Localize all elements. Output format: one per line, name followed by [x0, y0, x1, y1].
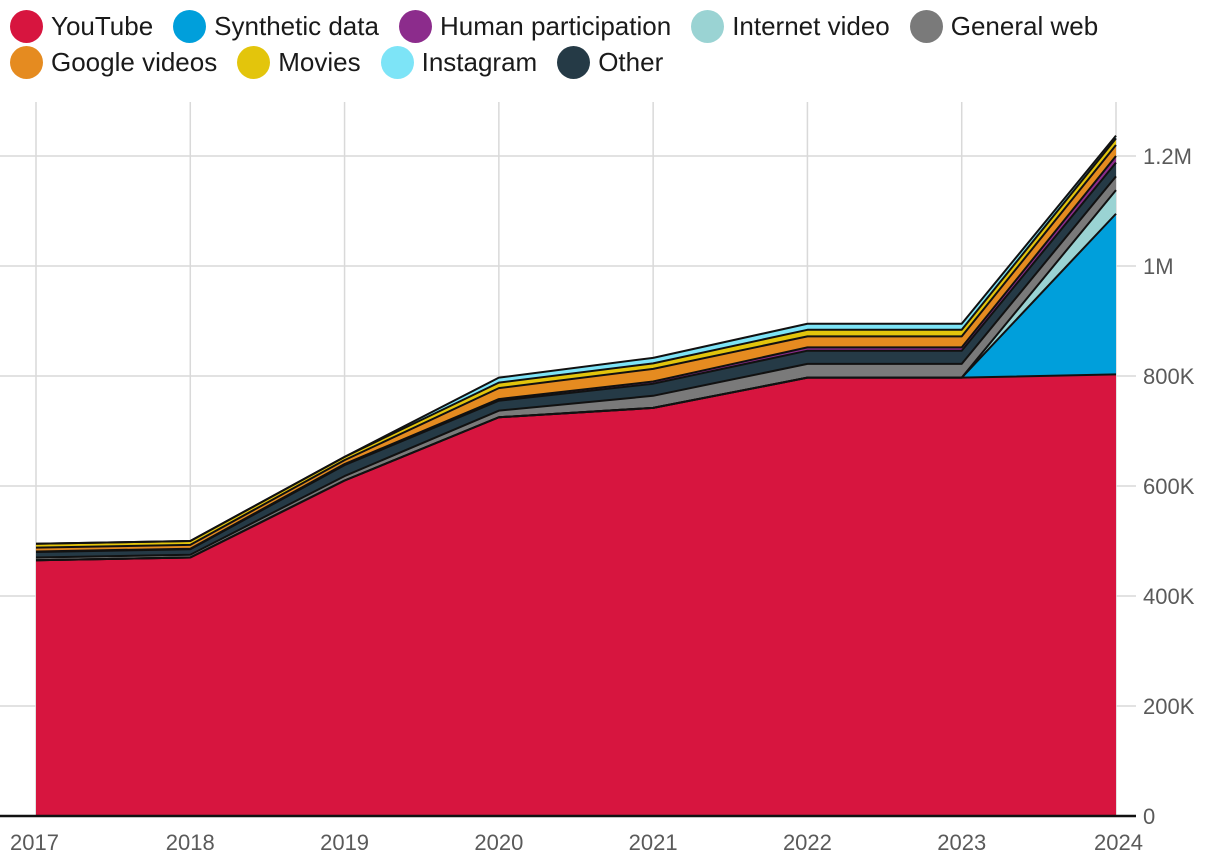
legend-item-other: Other — [557, 45, 664, 79]
legend-swatch — [10, 9, 43, 43]
y-tick-label: 0 — [1143, 804, 1155, 829]
x-tick-label: 2017 — [10, 830, 59, 855]
legend-label: Movies — [278, 46, 361, 77]
x-tick-label: 2018 — [166, 830, 215, 855]
line-instagram — [35, 135, 1117, 545]
x-tick-label: 2021 — [629, 830, 678, 855]
legend-item-human-participation: Human participation — [398, 9, 672, 43]
legend-swatch — [909, 9, 943, 43]
legend-label: Human participation — [439, 10, 672, 41]
legend-label: Google videos — [51, 46, 218, 77]
legend-item-synthetic-data: Synthetic data — [173, 9, 379, 43]
legend-item-instagram: Instagram — [380, 45, 538, 79]
legend-swatch — [173, 9, 207, 43]
line-internet-video — [35, 189, 1117, 562]
legend: YouTube Synthetic data Human participation… — [10, 8, 1210, 80]
legend-label: Other — [598, 46, 664, 77]
line-human-participation — [35, 155, 1117, 553]
y-tick-label: 1.2M — [1143, 144, 1192, 169]
legend-item-movies: Movies — [237, 45, 361, 79]
legend-swatch — [691, 9, 725, 43]
x-tick-label: 2019 — [320, 830, 369, 855]
y-tick-label: 800K — [1143, 364, 1195, 389]
legend-row: YouTube Synthetic data Human participation… — [10, 8, 1210, 44]
legend-label: Instagram — [421, 46, 538, 77]
legend-row: Google videos Movies Instagram Other — [10, 44, 1210, 80]
y-tick-label: 600K — [1143, 474, 1195, 499]
legend-swatch — [237, 45, 271, 79]
x-tick-label: 2020 — [474, 830, 523, 855]
legend-item-general-web: General web — [909, 9, 1099, 43]
x-tick-label: 2022 — [783, 830, 832, 855]
legend-item-youtube: YouTube — [10, 9, 154, 43]
legend-swatch — [10, 45, 43, 79]
legend-swatch — [557, 45, 591, 79]
area-other — [36, 162, 1116, 558]
line-google-videos — [35, 144, 1117, 549]
y-tick-label: 400K — [1143, 584, 1195, 609]
y-tick-label: 1M — [1143, 254, 1174, 279]
legend-label: General web — [950, 10, 1099, 41]
legend-item-google-videos: Google videos — [10, 45, 218, 79]
y-tick-label: 200K — [1143, 694, 1195, 719]
area-youtube — [36, 374, 1116, 816]
y-axis-labels: 0 200K 400K 600K 800K 1M 1.2M — [1143, 144, 1195, 829]
area-general-web — [36, 176, 1116, 561]
areas — [36, 135, 1116, 816]
legend-item-internet-video: Internet video — [691, 9, 890, 43]
legend-label: Internet video — [732, 10, 890, 41]
boundary-lines — [35, 135, 1117, 562]
legend-swatch — [398, 9, 432, 43]
legend-label: YouTube — [51, 10, 154, 41]
x-tick-label: 2024 — [1094, 830, 1143, 855]
legend-swatch — [380, 45, 414, 79]
line-general-web — [35, 175, 1117, 559]
x-tick-label: 2023 — [937, 830, 986, 855]
x-axis-labels: 2017 2018 2019 2020 2021 2022 2023 2024 — [10, 830, 1143, 855]
legend-label: Synthetic data — [214, 10, 379, 41]
